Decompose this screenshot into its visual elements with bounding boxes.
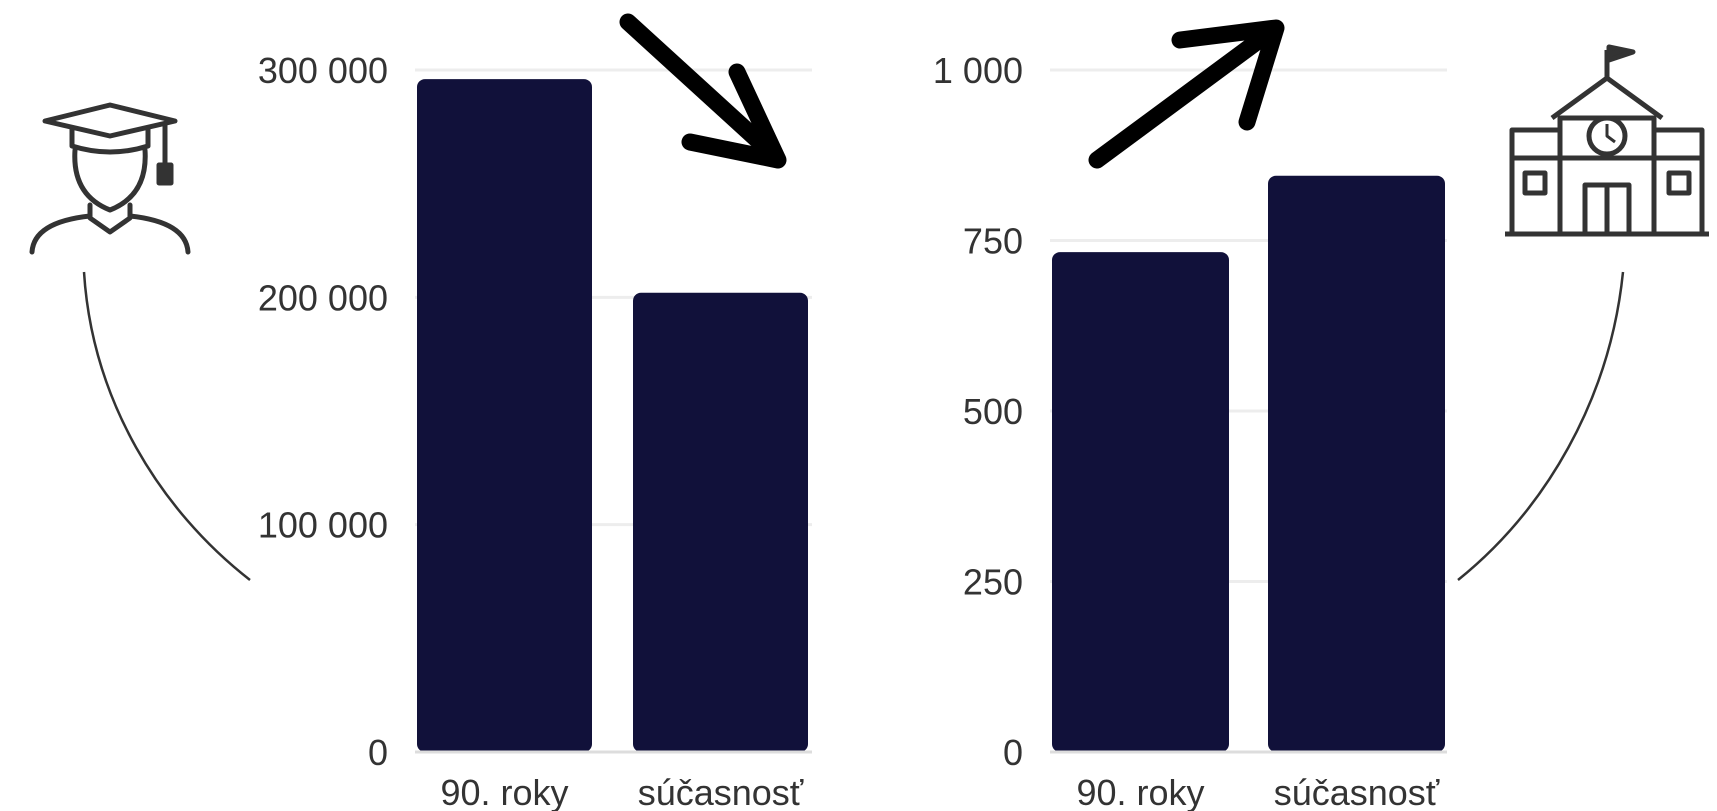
y-tick-label: 0 xyxy=(1003,732,1023,773)
y-tick-label: 250 xyxy=(963,562,1023,603)
x-tick-label: súčasnosť xyxy=(1274,772,1440,811)
bar xyxy=(1268,175,1445,752)
bar xyxy=(1052,252,1229,752)
y-tick-label: 200 000 xyxy=(258,277,388,318)
y-tick-label: 500 xyxy=(963,391,1023,432)
x-axis-ticks: 90. roky súčasnosť xyxy=(1076,772,1439,811)
bar xyxy=(417,79,592,753)
school-building-icon xyxy=(1505,44,1709,237)
arrow-up-right-icon xyxy=(1088,19,1285,169)
right-decorative-curve xyxy=(1457,271,1625,581)
y-tick-label: 100 000 xyxy=(258,505,388,546)
graduate-icon xyxy=(29,102,191,255)
y-tick-label: 1 000 xyxy=(933,50,1023,91)
arrow-down-right-icon xyxy=(619,13,787,169)
y-tick-label: 750 xyxy=(963,221,1023,262)
y-axis-ticks: 0 250 500 750 1 000 xyxy=(933,50,1023,773)
left-decorative-curve xyxy=(82,271,251,581)
bar xyxy=(633,292,808,752)
bars xyxy=(1052,175,1445,752)
y-tick-label: 300 000 xyxy=(258,50,388,91)
y-axis-ticks: 0 100 000 200 000 300 000 xyxy=(258,50,388,773)
x-tick-label: 90. roky xyxy=(440,772,568,811)
bars xyxy=(417,79,808,753)
x-tick-label: súčasnosť xyxy=(638,772,804,811)
chart-right: 0 250 500 750 1 000 90. roky súčasnosť xyxy=(933,50,1447,811)
x-tick-label: 90. roky xyxy=(1076,772,1204,811)
y-tick-label: 0 xyxy=(368,732,388,773)
chart-left: 0 100 000 200 000 300 000 90. roky súčas… xyxy=(258,50,812,811)
x-axis-ticks: 90. roky súčasnosť xyxy=(440,772,803,811)
